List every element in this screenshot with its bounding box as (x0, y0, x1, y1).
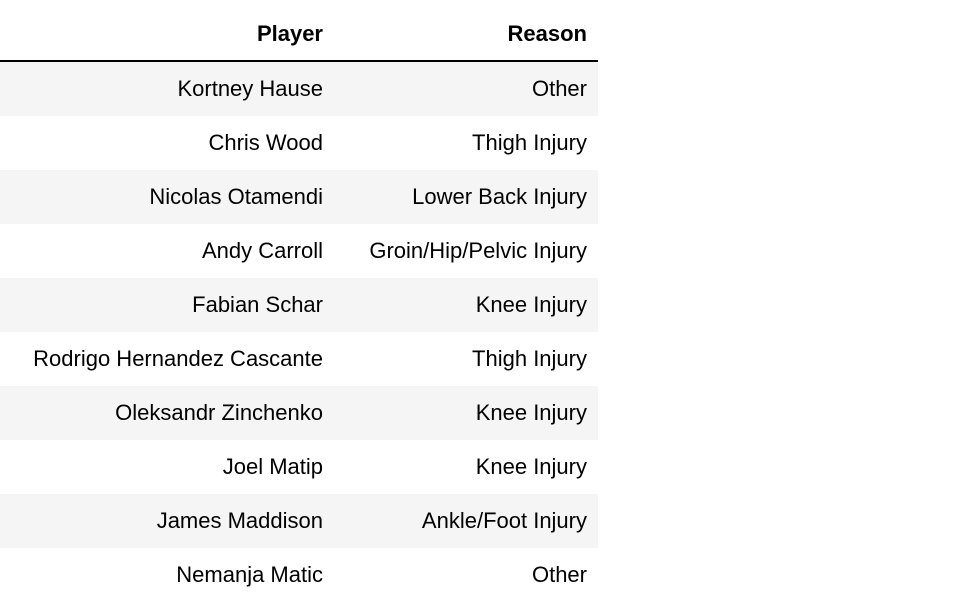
reason-cell: Knee Injury (334, 278, 598, 332)
reason-cell: Knee Injury (334, 440, 598, 494)
table-row: Kortney Hause Other (0, 61, 598, 116)
table-row: Andy Carroll Groin/Hip/Pelvic Injury (0, 224, 598, 278)
reason-cell: Thigh Injury (334, 332, 598, 386)
player-cell: Kortney Hause (0, 61, 334, 116)
player-cell: Chris Wood (0, 116, 334, 170)
table-row: Fabian Schar Knee Injury (0, 278, 598, 332)
table-body: Kortney Hause Other Chris Wood Thigh Inj… (0, 61, 598, 602)
table-header: Player Reason (0, 7, 598, 62)
reason-cell: Other (334, 548, 598, 602)
table-row: Nemanja Matic Other (0, 548, 598, 602)
player-cell: James Maddison (0, 494, 334, 548)
reason-cell: Knee Injury (334, 386, 598, 440)
table-row: Rodrigo Hernandez Cascante Thigh Injury (0, 332, 598, 386)
player-cell: Joel Matip (0, 440, 334, 494)
player-cell: Fabian Schar (0, 278, 334, 332)
table-row: James Maddison Ankle/Foot Injury (0, 494, 598, 548)
reason-cell: Groin/Hip/Pelvic Injury (334, 224, 598, 278)
dataframe-table-container: Player Reason Kortney Hause Other Chris … (0, 7, 598, 602)
table-row: Oleksandr Zinchenko Knee Injury (0, 386, 598, 440)
player-cell: Oleksandr Zinchenko (0, 386, 334, 440)
player-cell: Nemanja Matic (0, 548, 334, 602)
table-row: Chris Wood Thigh Injury (0, 116, 598, 170)
column-header-reason: Reason (334, 7, 598, 62)
player-cell: Andy Carroll (0, 224, 334, 278)
player-cell: Nicolas Otamendi (0, 170, 334, 224)
column-header-player: Player (0, 7, 334, 62)
reason-cell: Thigh Injury (334, 116, 598, 170)
table-row: Joel Matip Knee Injury (0, 440, 598, 494)
reason-cell: Other (334, 61, 598, 116)
reason-cell: Ankle/Foot Injury (334, 494, 598, 548)
table-row: Nicolas Otamendi Lower Back Injury (0, 170, 598, 224)
dataframe-table: Player Reason Kortney Hause Other Chris … (0, 7, 598, 602)
player-cell: Rodrigo Hernandez Cascante (0, 332, 334, 386)
reason-cell: Lower Back Injury (334, 170, 598, 224)
header-row: Player Reason (0, 7, 598, 62)
